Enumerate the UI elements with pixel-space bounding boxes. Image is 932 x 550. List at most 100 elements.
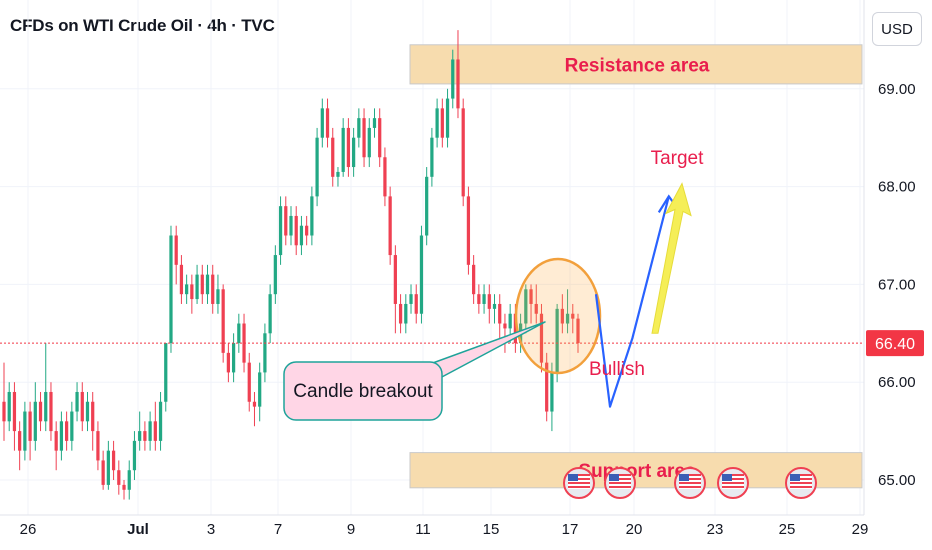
candle-body bbox=[456, 59, 460, 109]
candle-body bbox=[158, 401, 163, 441]
callout-text: Candle breakout bbox=[293, 381, 433, 402]
candle-body bbox=[336, 171, 340, 177]
candle-body bbox=[466, 196, 471, 265]
candle-body bbox=[310, 196, 314, 236]
candle-body bbox=[59, 421, 64, 451]
candle-body bbox=[372, 118, 377, 128]
breakout-circle bbox=[514, 257, 602, 375]
candle-body bbox=[247, 362, 251, 402]
candle-body bbox=[143, 431, 147, 441]
chart-title: CFDs on WTI Crude Oil · 4h · TVC bbox=[10, 16, 275, 35]
candle-body bbox=[430, 137, 434, 177]
candle-body bbox=[179, 264, 184, 295]
candle-body bbox=[258, 372, 262, 407]
candle-body bbox=[398, 303, 403, 324]
candle-body bbox=[320, 108, 324, 138]
candle-body bbox=[435, 108, 439, 138]
candle-body bbox=[341, 127, 345, 172]
bullish-label: Bullish bbox=[589, 359, 645, 380]
candle-body bbox=[294, 215, 298, 246]
x-tick-label: 15 bbox=[483, 521, 500, 538]
x-tick-label: 9 bbox=[347, 521, 355, 538]
candle-body bbox=[237, 323, 241, 344]
x-tick-label: 17 bbox=[562, 521, 579, 538]
candles bbox=[2, 30, 580, 500]
candle-body bbox=[106, 450, 110, 485]
candle-breakout-callout: Candle breakout bbox=[283, 321, 546, 421]
candle-body bbox=[96, 431, 100, 461]
candle-body bbox=[54, 431, 58, 451]
x-tick-label: 26 bbox=[20, 521, 37, 538]
candle-body bbox=[550, 372, 554, 412]
candle-body bbox=[23, 411, 27, 451]
candle-body bbox=[445, 98, 450, 138]
candle-body bbox=[28, 411, 32, 441]
candle-body bbox=[513, 313, 517, 344]
candle-body bbox=[169, 235, 173, 344]
x-tick-label: 20 bbox=[626, 521, 643, 538]
candle-body bbox=[492, 303, 497, 309]
candle-body bbox=[487, 294, 491, 309]
candle-body bbox=[299, 225, 304, 246]
candle-body bbox=[70, 411, 74, 441]
candle-body bbox=[325, 108, 330, 138]
candle-body bbox=[138, 431, 142, 441]
y-tick-label: 68.00 bbox=[878, 179, 916, 196]
resistance-zone bbox=[409, 44, 863, 85]
candle-body bbox=[80, 391, 84, 422]
candle-body bbox=[414, 294, 418, 314]
candle-body bbox=[226, 352, 230, 373]
candle-body bbox=[91, 401, 95, 432]
currency-button[interactable]: USD bbox=[872, 12, 922, 46]
candle-body bbox=[576, 318, 580, 344]
candle-body bbox=[498, 303, 502, 324]
time-axis[interactable]: 26 Jul 3 7 9 11 15 17 20 23 25 29 bbox=[0, 514, 868, 538]
candle-body bbox=[560, 308, 564, 324]
candle-body bbox=[252, 401, 257, 407]
candle-body bbox=[388, 196, 392, 256]
candle-body bbox=[555, 308, 559, 373]
x-tick-label: 11 bbox=[415, 521, 431, 538]
us-flag-icon bbox=[563, 467, 595, 499]
candle-body bbox=[132, 440, 137, 471]
y-tick-label: 69.00 bbox=[878, 81, 916, 98]
candle-body bbox=[440, 108, 444, 138]
candle-body bbox=[65, 421, 69, 441]
candle-body bbox=[101, 460, 105, 485]
candle-body bbox=[190, 284, 194, 300]
candle-body bbox=[425, 176, 429, 236]
last-price-tag: 66.40 bbox=[866, 330, 924, 357]
candle-body bbox=[404, 303, 408, 324]
price-axis[interactable]: 65.00 66.00 67.00 68.00 69.00 bbox=[878, 81, 916, 489]
candle-body bbox=[273, 255, 277, 295]
us-flag-icon bbox=[604, 467, 636, 499]
y-tick-label: 65.00 bbox=[878, 472, 916, 489]
candle-body bbox=[451, 59, 455, 99]
price-tag-box bbox=[866, 330, 924, 357]
us-flag-icon bbox=[785, 467, 817, 499]
candle-body bbox=[111, 450, 116, 471]
candle-body bbox=[211, 274, 215, 304]
resistance-label: Resistance area bbox=[565, 55, 710, 76]
x-tick-label: 25 bbox=[779, 521, 796, 538]
candle-body bbox=[346, 127, 351, 168]
candle-body bbox=[419, 235, 424, 314]
candle-body bbox=[38, 401, 43, 422]
candle-body bbox=[352, 137, 356, 168]
candle-body bbox=[503, 323, 507, 329]
candle-body bbox=[33, 401, 37, 441]
candle-body bbox=[482, 294, 486, 304]
candle-body bbox=[545, 362, 549, 412]
candle-body bbox=[221, 289, 225, 353]
candle-body bbox=[524, 289, 528, 324]
candle-body bbox=[461, 108, 465, 197]
candle-body bbox=[263, 333, 267, 373]
candle-body bbox=[409, 294, 413, 304]
candle-body bbox=[315, 137, 319, 197]
candle-body bbox=[383, 157, 387, 197]
y-tick-label: 66.00 bbox=[878, 374, 916, 391]
candle-body bbox=[305, 225, 309, 236]
candle-body bbox=[362, 118, 366, 158]
